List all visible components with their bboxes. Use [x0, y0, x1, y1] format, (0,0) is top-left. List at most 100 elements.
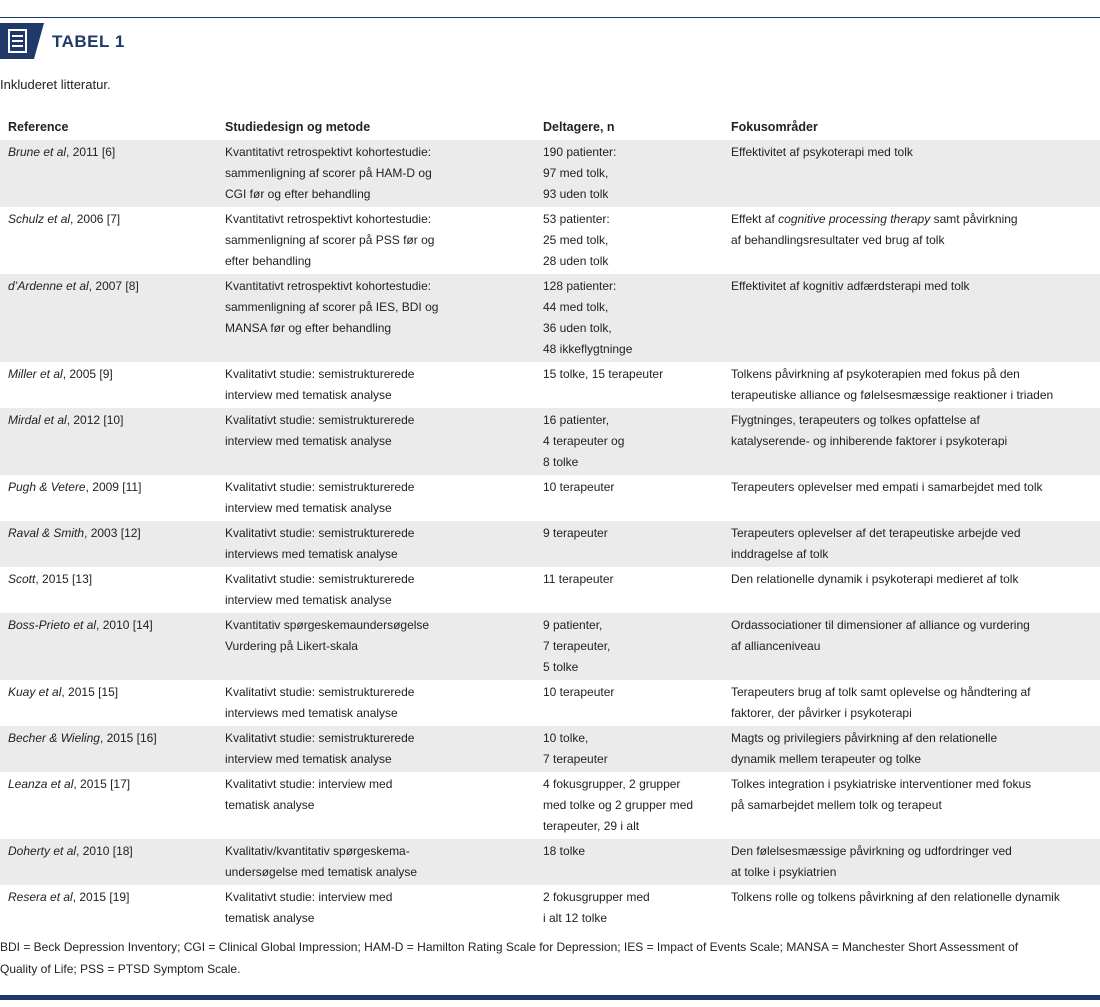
- literature-table: Reference Studiedesign og metode Deltagere…: [0, 116, 1100, 931]
- cell-line: med tolke og 2 grupper med: [543, 798, 694, 812]
- table-row: Kuay et al, 2015 [15] Kvalitativt studie:…: [0, 680, 1100, 726]
- cell-line: 128 patienter:: [543, 279, 617, 293]
- cell-line: sammenligning af scorer på IES, BDI og: [225, 300, 439, 314]
- cell-line: interviews med tematisk analyse: [225, 547, 398, 561]
- cell-line: 10 terapeuter: [543, 685, 615, 699]
- authors: Leanza et al: [8, 777, 74, 791]
- focus-cell: Tolkes integration i psykiatriske interv…: [723, 772, 1100, 839]
- text-segment: samt påvirkning: [930, 212, 1018, 226]
- focus-cell: Terapeuters oplevelser med empati i sama…: [723, 475, 1100, 521]
- participants-cell: 4 fokusgrupper, 2 grupper med tolke og 2 …: [535, 772, 723, 839]
- cell-line: 48 ikkeflygtninge: [543, 342, 633, 356]
- reference-cell: Scott, 2015 [13]: [0, 567, 217, 613]
- table-body: Brune et al, 2011 [6] Kvantitativt retros…: [0, 140, 1100, 931]
- cell-line: 28 uden tolk: [543, 254, 609, 268]
- authors: Kuay et al: [8, 685, 62, 699]
- design-cell: Kvantitativt retrospektivt kohortestudie…: [217, 274, 535, 362]
- cell-line: dynamik mellem terapeuter og tolke: [731, 752, 922, 766]
- citation: , 2010 [18]: [76, 844, 133, 858]
- cell-line: 8 tolke: [543, 455, 579, 469]
- design-cell: Kvalitativt studie: semistrukturerede int…: [217, 726, 535, 772]
- cell-line: af behandlingsresultater ved brug af tol…: [731, 233, 945, 247]
- focus-cell: Effektivitet af psykoterapi med tolk: [723, 140, 1100, 207]
- design-cell: Kvalitativt studie: semistrukturerede int…: [217, 521, 535, 567]
- cell-line: tematisk analyse: [225, 911, 315, 925]
- cell-line: Tolkens påvirkning af psykoterapien med …: [731, 367, 1020, 381]
- cell-line: 15 tolke, 15 terapeuter: [543, 367, 664, 381]
- authors: Brune et al: [8, 145, 67, 159]
- cell-line: Kvantitativt retrospektivt kohortestudie…: [225, 145, 432, 159]
- footnote: BDI = Beck Depression Inventory; CGI = C…: [0, 936, 1095, 980]
- focus-cell: Tolkens påvirkning af psykoterapien med …: [723, 362, 1100, 408]
- citation: , 2010 [14]: [96, 618, 153, 632]
- authors: Scott: [8, 572, 36, 586]
- focus-cell: Effektivitet af kognitiv adfærdsterapi m…: [723, 274, 1100, 362]
- cell-line: Effektivitet af psykoterapi med tolk: [731, 145, 913, 159]
- participants-cell: 18 tolke: [535, 839, 723, 885]
- citation: , 2015 [16]: [99, 731, 157, 745]
- table-row: Boss-Prieto et al, 2010 [14] Kvantitativ …: [0, 613, 1100, 680]
- cell-line: Effektivitet af kognitiv adfærdsterapi m…: [731, 279, 970, 293]
- cell-line: Kvalitativt studie: semistrukturerede: [225, 367, 415, 381]
- citation: , 2005 [9]: [62, 367, 113, 381]
- cell-line: Effekt af cognitive processing therapy s…: [731, 209, 1100, 230]
- cell-line: Kvalitativt studie: semistrukturerede: [225, 413, 415, 427]
- column-header: Reference: [8, 120, 69, 134]
- cell-line: Kvantitativt retrospektivt kohortestudie…: [225, 279, 432, 293]
- cell-line: interview med tematisk analyse: [225, 501, 392, 515]
- cell-line: terapeuter, 29 i alt: [543, 819, 640, 833]
- authors: Miller et al: [8, 367, 63, 381]
- cell-line: 18 tolke: [543, 844, 586, 858]
- cell-line: sammenligning af scorer på PSS før og: [225, 233, 435, 247]
- focus-cell: Den relationelle dynamik i psykoterapi m…: [723, 567, 1100, 613]
- citation: , 2007 [8]: [88, 279, 139, 293]
- top-rule: [0, 17, 1100, 18]
- header-row: Reference Studiedesign og metode Deltagere…: [0, 116, 1100, 140]
- authors: d’Ardenne et al: [8, 279, 89, 293]
- cell-line: 36 uden tolk,: [543, 321, 612, 335]
- reference-cell: Boss-Prieto et al, 2010 [14]: [0, 613, 217, 680]
- authors: Becher & Wieling: [8, 731, 100, 745]
- cell-line: at tolke i psykiatrien: [731, 865, 837, 879]
- cell-line: Terapeuters oplevelser med empati i sama…: [731, 480, 1043, 494]
- authors: Raval & Smith: [8, 526, 85, 540]
- text-segment: Effekt af: [731, 212, 779, 226]
- participants-cell: 9 patienter, 7 terapeuter, 5 tolke: [535, 613, 723, 680]
- table-row: Leanza et al, 2015 [17] Kvalitativt studi…: [0, 772, 1100, 839]
- reference-cell: Schulz et al, 2006 [7]: [0, 207, 217, 274]
- table-row: Scott, 2015 [13] Kvalitativt studie: semi…: [0, 567, 1100, 613]
- cell-line: inddragelse af tolk: [731, 547, 829, 561]
- cell-line: Tolkens rolle og tolkens påvirkning af d…: [731, 890, 1060, 904]
- reference-cell: Raval & Smith, 2003 [12]: [0, 521, 217, 567]
- footnote-line: BDI = Beck Depression Inventory; CGI = C…: [0, 940, 1019, 954]
- focus-cell: Ordassociationer til dimensioner af alli…: [723, 613, 1100, 680]
- reference-cell: Pugh & Vetere, 2009 [11]: [0, 475, 217, 521]
- authors: Resera et al: [8, 890, 73, 904]
- citation: , 2015 [19]: [72, 890, 130, 904]
- cell-line: 97 med tolk,: [543, 166, 609, 180]
- cell-line: 53 patienter:: [543, 212, 610, 226]
- focus-cell: Terapeuters brug af tolk samt oplevelse …: [723, 680, 1100, 726]
- cell-line: 10 tolke,: [543, 731, 589, 745]
- cell-line: MANSA før og efter behandling: [225, 321, 392, 335]
- participants-cell: 2 fokusgrupper med i alt 12 tolke: [535, 885, 723, 931]
- reference-cell: d’Ardenne et al, 2007 [8]: [0, 274, 217, 362]
- cell-line: 11 terapeuter: [543, 572, 614, 586]
- cell-line: efter behandling: [225, 254, 312, 268]
- table-row: Pugh & Vetere, 2009 [11] Kvalitativt stud…: [0, 475, 1100, 521]
- table-row: Doherty et al, 2010 [18] Kvalitativ/kvant…: [0, 839, 1100, 885]
- focus-cell: Magts og privilegiers påvirkning af den …: [723, 726, 1100, 772]
- focus-cell: Den følelsesmæssige påvirkning og udford…: [723, 839, 1100, 885]
- cell-line: 10 terapeuter: [543, 480, 615, 494]
- participants-cell: 10 terapeuter: [535, 475, 723, 521]
- cell-line: Kvalitativt studie: interview med: [225, 777, 393, 791]
- participants-cell: 53 patienter: 25 med tolk, 28 uden tolk: [535, 207, 723, 274]
- cell-line: Kvalitativt studie: semistrukturerede: [225, 526, 415, 540]
- table-row: Becher & Wieling, 2015 [16] Kvalitativt s…: [0, 726, 1100, 772]
- authors: Schulz et al: [8, 212, 71, 226]
- cell-line: 2 fokusgrupper med: [543, 890, 650, 904]
- cell-line: Flygtninges, terapeuters og tolkes opfat…: [731, 413, 980, 427]
- cell-line: terapeutiske alliance og følelsesmæssige…: [731, 388, 1054, 402]
- column-header: Fokusområder: [731, 120, 818, 134]
- cell-line: CGI før og efter behandling: [225, 187, 371, 201]
